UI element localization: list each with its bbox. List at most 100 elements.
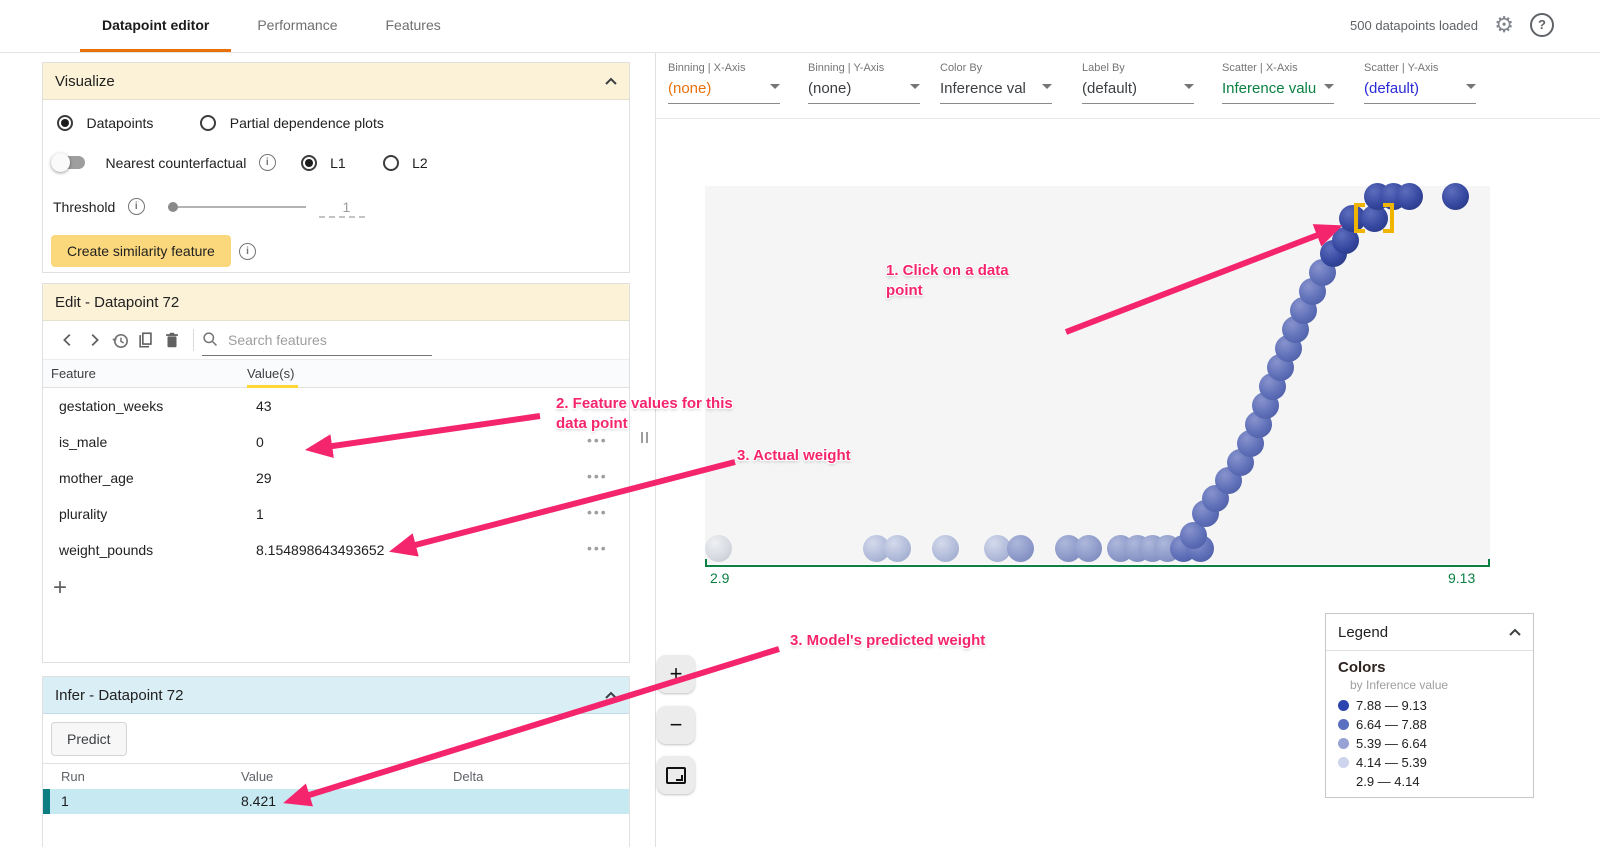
threshold-slider-knob[interactable] <box>167 201 178 212</box>
x-axis-tick-min <box>705 559 707 565</box>
nearest-counterfactual-toggle[interactable] <box>51 153 85 173</box>
l2-radio[interactable] <box>382 154 399 171</box>
row-menu-icon[interactable]: ••• <box>587 396 608 412</box>
threshold-value-underline <box>319 216 365 218</box>
data-point[interactable] <box>984 535 1011 562</box>
zoom-in-button[interactable]: + <box>657 655 695 693</box>
dropdown-value[interactable]: (none) <box>668 80 712 97</box>
infer-table-header: Run Value Delta <box>43 763 629 790</box>
legend-body: Colors by Inference value 7.88 — 9.13 6.… <box>1326 651 1533 791</box>
scatter-plot[interactable] <box>705 183 1490 564</box>
x-axis-max-label: 9.13 <box>1448 570 1476 586</box>
settings-gear-icon[interactable]: ⚙ <box>1494 12 1514 37</box>
counterfactual-info-icon[interactable]: i <box>258 154 276 172</box>
feature-name: is_male <box>59 434 108 450</box>
feature-value[interactable]: 0 <box>256 434 264 450</box>
tab-features[interactable]: Features <box>385 17 441 33</box>
scatter-x-axis-dropdown[interactable]: Scatter | X-Axis Inference valu <box>1222 62 1340 104</box>
legend-item: 4.14 — 5.39 <box>1338 753 1521 772</box>
previous-datapoint-icon[interactable] <box>55 327 81 353</box>
search-icon <box>203 332 217 346</box>
l1-radio[interactable] <box>300 154 317 171</box>
top-bar: Datapoint editor Performance Features 50… <box>0 0 1600 53</box>
chevron-up-icon[interactable] <box>1509 628 1521 636</box>
data-point[interactable] <box>1442 183 1469 210</box>
feature-name: weight_pounds <box>59 542 154 558</box>
legend-item: 5.39 — 6.64 <box>1338 734 1521 753</box>
value-column-header: Value <box>241 769 274 784</box>
color-by-dropdown[interactable]: Color By Inference val <box>940 62 1058 104</box>
data-point[interactable] <box>932 535 959 562</box>
duplicate-datapoint-icon[interactable] <box>133 327 159 353</box>
dropdown-value[interactable]: (default) <box>1364 80 1420 97</box>
data-point[interactable] <box>1007 535 1034 562</box>
row-menu-icon[interactable]: ••• <box>587 540 608 556</box>
tab-datapoint-editor[interactable]: Datapoint editor <box>78 0 233 52</box>
help-icon[interactable]: ? <box>1530 13 1554 37</box>
add-feature-button[interactable]: + <box>53 574 68 601</box>
feature-value[interactable]: 8.154898643493652 <box>256 542 385 558</box>
chevron-up-icon[interactable] <box>605 77 617 85</box>
table-row: weight_pounds 8.154898643493652 ••• <box>43 532 629 568</box>
right-panel-border <box>655 52 656 847</box>
reset-zoom-button[interactable] <box>657 756 695 794</box>
l2-radio-label: L2 <box>412 154 428 171</box>
feature-value[interactable]: 43 <box>256 398 272 414</box>
dropdown-value[interactable]: (none) <box>808 80 852 97</box>
create-similarity-feature-button[interactable]: Create similarity feature <box>51 235 231 267</box>
binning-x-axis-dropdown[interactable]: Binning | X-Axis (none) <box>668 62 786 104</box>
threshold-slider[interactable] <box>167 201 306 212</box>
row-menu-icon[interactable]: ••• <box>587 468 608 484</box>
data-point[interactable] <box>1075 535 1102 562</box>
row-menu-icon[interactable]: ••• <box>587 504 608 520</box>
visualize-body: Datapoints Partial dependence plots Near… <box>43 100 629 272</box>
dropdown-value[interactable]: Inference valu <box>1222 80 1317 97</box>
feature-name: mother_age <box>59 470 134 486</box>
x-axis-tick-max <box>1488 559 1490 565</box>
tab-performance[interactable]: Performance <box>257 17 338 33</box>
legend-swatch <box>1338 719 1349 730</box>
table-row: plurality 1 ••• <box>43 496 629 532</box>
predicted-value: 8.421 <box>241 793 277 809</box>
dropdown-value[interactable]: (default) <box>1082 80 1138 97</box>
label-by-dropdown[interactable]: Label By (default) <box>1082 62 1200 104</box>
data-point[interactable] <box>1396 183 1423 210</box>
dropdown-label: Color By <box>940 62 983 74</box>
delete-datapoint-icon[interactable] <box>159 327 185 353</box>
chevron-up-icon[interactable] <box>605 691 617 699</box>
threshold-label: Threshold <box>53 198 116 215</box>
search-features-input[interactable] <box>226 330 420 349</box>
dropdown-value[interactable]: Inference val <box>940 80 1026 97</box>
next-datapoint-icon[interactable] <box>81 327 107 353</box>
edit-datapoint-panel: Edit - Datapoint 72 <box>42 283 630 663</box>
selected-point-brackets <box>1354 203 1394 233</box>
panel-resize-handle[interactable] <box>641 430 651 443</box>
predict-button[interactable]: Predict <box>51 722 127 756</box>
revert-history-icon[interactable] <box>107 327 133 353</box>
legend-header[interactable]: Legend <box>1326 614 1533 651</box>
visualize-header[interactable]: Visualize <box>43 63 629 100</box>
feature-value[interactable]: 1 <box>256 506 264 522</box>
threshold-info-icon[interactable]: i <box>127 198 145 216</box>
datapoints-radio[interactable] <box>57 114 73 131</box>
table-row: is_male 0 ••• <box>43 424 629 460</box>
zoom-out-button[interactable]: − <box>657 706 695 744</box>
partial-dependence-radio[interactable] <box>200 114 217 131</box>
table-row: gestation_weeks 43 ••• <box>43 388 629 424</box>
threshold-value[interactable]: 1 <box>342 198 351 215</box>
feature-name: plurality <box>59 506 108 522</box>
data-point[interactable] <box>705 535 732 562</box>
toolbar-separator <box>193 329 194 351</box>
similarity-info-icon[interactable]: i <box>239 243 256 260</box>
data-point[interactable] <box>884 535 911 562</box>
feature-value[interactable]: 29 <box>256 470 272 486</box>
visualize-panel: Visualize Datapoints Partial dependence … <box>42 62 630 273</box>
threshold-row: Threshold i 1 <box>53 198 365 218</box>
scatter-y-axis-dropdown[interactable]: Scatter | Y-Axis (default) <box>1364 62 1482 104</box>
row-menu-icon[interactable]: ••• <box>587 432 608 448</box>
legend-swatch <box>1338 757 1349 768</box>
legend-title: Legend <box>1338 623 1389 641</box>
legend-swatch <box>1338 700 1349 711</box>
chevron-down-icon <box>910 84 920 89</box>
binning-y-axis-dropdown[interactable]: Binning | Y-Axis (none) <box>808 62 926 104</box>
